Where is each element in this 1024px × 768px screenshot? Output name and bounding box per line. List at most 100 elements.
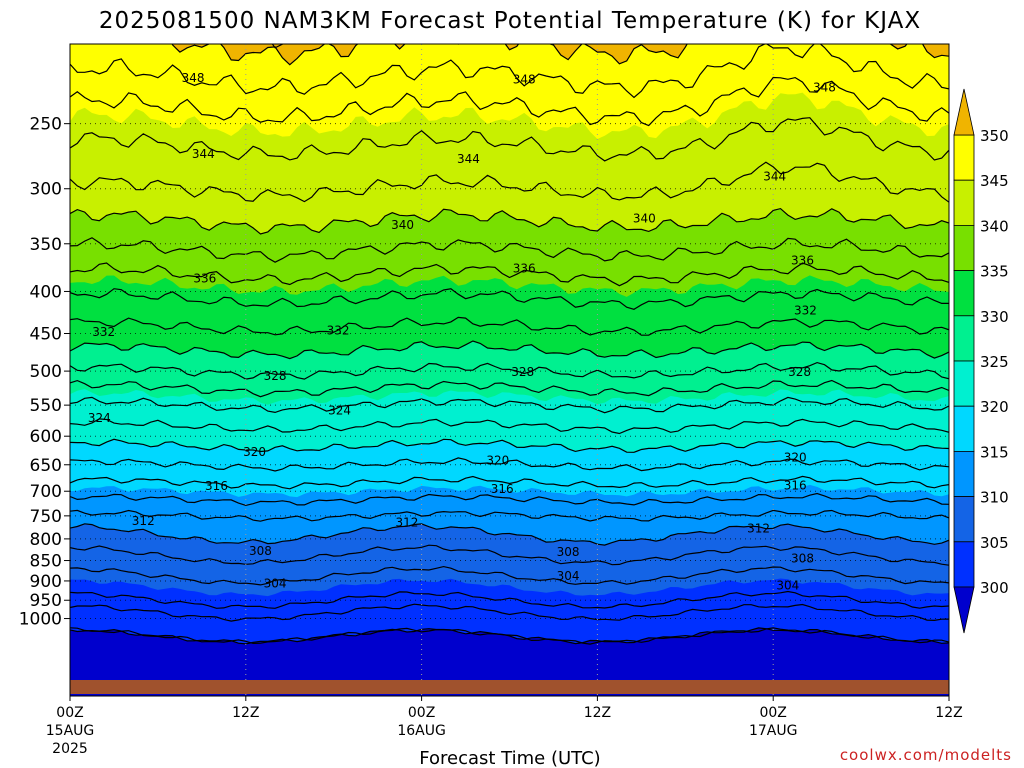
x-tick-label: 00Z bbox=[759, 705, 786, 721]
contour-label: 340 bbox=[633, 211, 656, 225]
y-tick-label: 300 bbox=[30, 180, 62, 200]
colorbar-tick-label: 350 bbox=[980, 127, 1009, 145]
y-tick-label: 400 bbox=[30, 282, 62, 302]
contour-label: 328 bbox=[264, 369, 287, 383]
contour-line bbox=[70, 396, 949, 414]
contour-line bbox=[70, 509, 949, 522]
contour-label: 332 bbox=[327, 323, 350, 337]
colorbar-max-arrow bbox=[953, 88, 975, 136]
contour-line bbox=[70, 475, 949, 490]
x-axis: 00Z 15AUG 2025 12Z 00Z 16AUG 12Z 00Z 17AUG 12Z bbox=[46, 696, 963, 757]
contour-line bbox=[70, 544, 949, 566]
y-axis: 2503003504004505005506006507007508008509… bbox=[19, 115, 70, 630]
colorbar-tick-label: 305 bbox=[980, 534, 1009, 552]
contour-line bbox=[70, 44, 949, 99]
contour-line bbox=[70, 207, 949, 235]
contour-line bbox=[70, 492, 949, 507]
contour-label: 324 bbox=[88, 411, 111, 425]
colorbar-tick-label: 335 bbox=[980, 263, 1009, 281]
colorbar-swatch bbox=[953, 450, 975, 497]
contour-label: 308 bbox=[249, 544, 272, 558]
colorbar-tick-label: 300 bbox=[980, 579, 1009, 597]
colorbar-swatch bbox=[953, 270, 975, 317]
contour-line bbox=[70, 76, 949, 127]
y-tick-label: 650 bbox=[30, 456, 62, 476]
contour-label: 340 bbox=[391, 218, 414, 232]
x-tick-label: 12Z bbox=[584, 705, 611, 721]
x-tick-date: 15AUG bbox=[46, 723, 95, 739]
contour-label: 320 bbox=[784, 451, 807, 465]
colorbar-tick-label: 345 bbox=[980, 172, 1009, 190]
colorbar-swatch bbox=[953, 224, 975, 271]
color-bands bbox=[70, 44, 949, 696]
contour-label: 336 bbox=[513, 261, 536, 275]
contour-label: 316 bbox=[205, 479, 228, 493]
credit-text: coolwx.com/modelts bbox=[840, 746, 1012, 764]
colorbar-swatch bbox=[953, 405, 975, 452]
colorbar-tick-label: 310 bbox=[980, 489, 1009, 507]
contour-label: 304 bbox=[776, 579, 799, 593]
colorbar-swatch bbox=[953, 360, 975, 407]
y-tick-label: 750 bbox=[30, 507, 62, 527]
colorbar-swatch bbox=[953, 541, 975, 588]
contour-line bbox=[70, 161, 949, 203]
contour-label: 312 bbox=[132, 514, 155, 528]
colorbar-swatch bbox=[953, 134, 975, 181]
contour-label: 312 bbox=[747, 521, 770, 535]
contour-label: 328 bbox=[788, 365, 811, 379]
color-band bbox=[70, 44, 949, 65]
ground-bar bbox=[70, 680, 949, 694]
contour-line bbox=[70, 237, 949, 263]
colorbar-tick-label: 320 bbox=[980, 398, 1009, 416]
y-tick-label: 550 bbox=[30, 396, 62, 416]
x-tick-label: 00Z bbox=[408, 705, 435, 721]
contour-label: 320 bbox=[243, 445, 266, 459]
contour-line bbox=[70, 603, 949, 622]
contour-label: 304 bbox=[264, 577, 287, 591]
y-tick-label: 950 bbox=[30, 591, 62, 611]
colorbar-tick-label: 325 bbox=[980, 353, 1009, 371]
contour-label: 320 bbox=[486, 453, 509, 467]
y-tick-label: 450 bbox=[30, 324, 62, 344]
colorbar-min-arrow bbox=[953, 586, 975, 634]
contour-line bbox=[70, 361, 949, 380]
x-tick-date: 16AUG bbox=[397, 723, 446, 739]
contour-label: 344 bbox=[763, 170, 786, 184]
contour-label: 344 bbox=[192, 147, 215, 161]
x-axis-label: Forecast Time (UTC) bbox=[419, 748, 600, 768]
contour-line bbox=[70, 340, 949, 360]
y-tick-label: 900 bbox=[30, 572, 62, 592]
contour-label: 328 bbox=[511, 365, 534, 379]
contour-line bbox=[70, 262, 949, 287]
contour-line bbox=[70, 288, 949, 310]
contour-line bbox=[70, 590, 949, 609]
contour-line bbox=[70, 438, 949, 453]
y-tick-label: 350 bbox=[30, 235, 62, 255]
x-tick-date: 17AUG bbox=[749, 723, 798, 739]
contour-label: 316 bbox=[491, 482, 514, 496]
colorbar-tick-label: 315 bbox=[980, 443, 1009, 461]
contour-label: 348 bbox=[182, 71, 205, 85]
contour-label: 324 bbox=[328, 403, 351, 417]
contour-lines bbox=[70, 44, 949, 645]
y-tick-label: 600 bbox=[30, 427, 62, 447]
contour-line bbox=[70, 379, 949, 398]
y-tick-label: 700 bbox=[30, 482, 62, 502]
contour-label: 304 bbox=[557, 569, 580, 583]
y-tick-label: 250 bbox=[30, 115, 62, 135]
colorbar-tick-label: 330 bbox=[980, 308, 1009, 326]
y-tick-label: 850 bbox=[30, 552, 62, 572]
contour-label: 332 bbox=[794, 304, 817, 318]
contour-line bbox=[70, 457, 949, 472]
x-tick-label: 00Z bbox=[56, 705, 83, 721]
contour-label: 336 bbox=[193, 272, 216, 286]
chart-title: 2025081500 NAM3KM Forecast Potential Tem… bbox=[99, 8, 921, 34]
y-tick-label: 800 bbox=[30, 530, 62, 550]
contour-label: 316 bbox=[784, 479, 807, 493]
x-tick-label: 12Z bbox=[935, 705, 962, 721]
y-tick-label: 500 bbox=[30, 362, 62, 382]
contour-line bbox=[70, 316, 949, 336]
contour-label: 348 bbox=[513, 73, 536, 87]
contour-label: 344 bbox=[457, 152, 480, 166]
